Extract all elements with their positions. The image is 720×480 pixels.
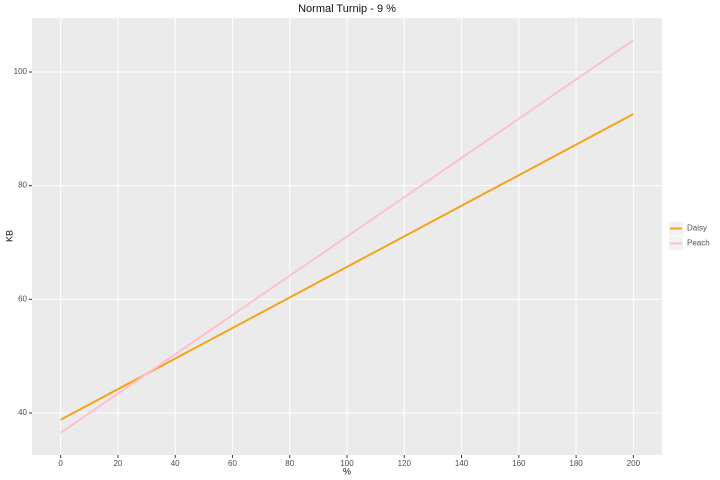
y-tick-label: 100 [14,67,28,76]
legend-label: Peach [687,239,710,248]
x-tick-label: 140 [455,459,469,468]
line [60,39,634,434]
x-tick-label: 40 [171,459,180,468]
x-tick-label: 200 [627,459,641,468]
y-tick-label: 80 [18,181,27,190]
x-tick-label: 100 [340,459,354,468]
y-axis-title: KB [4,230,14,242]
chart-title: Normal Turnip - 9 % [298,3,396,15]
x-tick-label: 60 [228,459,237,468]
legend-label: Daisy [687,224,707,233]
x-axis-title: % [343,466,351,476]
x-tick-label: 20 [113,459,122,468]
x-tick-label: 120 [398,459,412,468]
x-tick-label: 160 [512,459,526,468]
x-tick-label: 180 [569,459,583,468]
line [60,113,634,421]
y-tick-label: 40 [18,408,27,417]
x-tick-label: 0 [58,459,63,468]
y-tick-label: 60 [18,294,27,303]
x-tick-label: 80 [285,459,294,468]
